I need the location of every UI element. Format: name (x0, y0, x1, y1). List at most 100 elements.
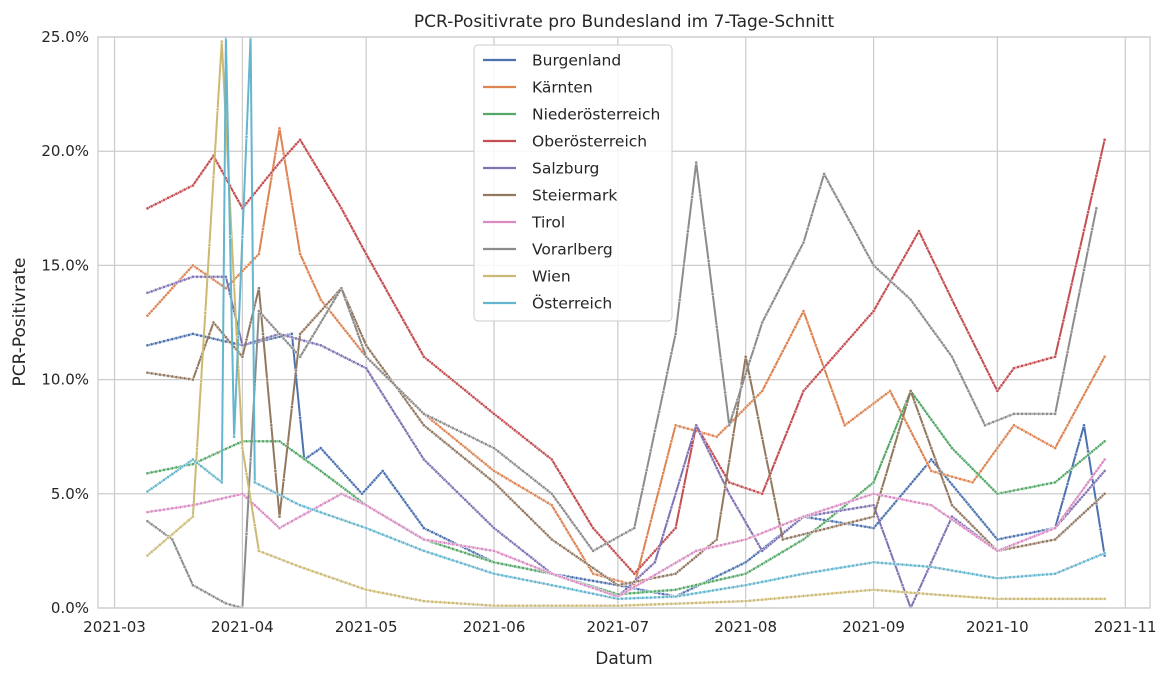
data-point (149, 509, 154, 514)
data-point (327, 185, 331, 190)
data-point (727, 491, 732, 496)
data-point (628, 596, 633, 601)
data-point (438, 436, 443, 441)
data-point (731, 481, 736, 486)
data-point (1036, 483, 1041, 488)
data-point (966, 462, 971, 467)
data-point (702, 547, 707, 551)
data-point (186, 276, 191, 281)
data-point (380, 532, 385, 537)
data-point (912, 400, 917, 405)
data-point (653, 549, 657, 553)
x-tick-label: 2021-04 (211, 618, 274, 636)
data-point (805, 571, 810, 575)
data-point (714, 544, 719, 548)
data-point (219, 168, 224, 173)
data-point (995, 576, 1000, 581)
data-point (698, 431, 703, 436)
data-point (310, 507, 315, 512)
data-point (323, 501, 327, 505)
data-point (356, 585, 360, 589)
data-point (888, 495, 892, 499)
data-point (1086, 558, 1090, 562)
data-point (673, 601, 678, 606)
data-point (372, 266, 377, 271)
data-point (252, 480, 257, 485)
data-point (422, 599, 426, 603)
data-point (838, 502, 843, 507)
data-point (995, 389, 1000, 393)
data-point (830, 505, 835, 510)
data-point (760, 580, 765, 584)
data-point (719, 543, 723, 548)
data-point (904, 563, 909, 567)
data-point (1090, 556, 1095, 561)
data-point (422, 549, 426, 553)
data-point (917, 400, 921, 405)
data-point (347, 582, 352, 586)
data-point (545, 570, 550, 574)
data-point (467, 434, 472, 438)
data-point (673, 561, 678, 565)
data-point (884, 588, 888, 593)
data-point (780, 595, 785, 600)
data-point (434, 433, 439, 438)
data-point (298, 252, 302, 256)
data-point (314, 313, 319, 318)
data-point (607, 577, 612, 582)
data-point (966, 595, 971, 599)
data-point (195, 266, 199, 271)
data-point (673, 526, 678, 530)
data-point (500, 488, 505, 493)
data-point (826, 377, 831, 382)
data-point (248, 457, 253, 462)
data-point (178, 555, 183, 560)
data-point (694, 549, 699, 553)
data-point (904, 403, 909, 407)
data-point (236, 198, 241, 203)
data-point (496, 449, 501, 454)
data-point (979, 573, 983, 578)
data-point (1040, 597, 1045, 601)
y-axis-title: PCR-Positivrate (10, 258, 30, 387)
data-point (335, 516, 340, 520)
data-point (500, 603, 505, 608)
data-point (1090, 474, 1095, 479)
data-point (281, 558, 286, 563)
data-point (1045, 597, 1049, 601)
data-point (215, 325, 220, 330)
data-point (426, 358, 430, 362)
data-point (657, 409, 661, 414)
data-point (896, 571, 901, 576)
data-point (756, 333, 760, 338)
data-point (430, 530, 435, 534)
data-point (801, 594, 806, 598)
data-point (351, 494, 356, 498)
data-point (417, 520, 422, 525)
data-point (314, 342, 319, 347)
data-point (966, 389, 971, 393)
data-point (236, 492, 241, 497)
data-point (632, 585, 637, 589)
data-point (673, 332, 678, 336)
data-point (760, 436, 765, 440)
data-point (1102, 469, 1107, 473)
data-point (648, 553, 653, 558)
data-point (855, 493, 859, 498)
data-point (884, 537, 888, 542)
data-point (1061, 597, 1066, 601)
data-point (504, 476, 509, 481)
data-point (409, 399, 414, 404)
data-point (636, 587, 641, 592)
data-point (1086, 453, 1090, 457)
data-point (277, 439, 282, 444)
data-point (281, 336, 286, 341)
data-point (162, 468, 166, 472)
data-point (879, 395, 884, 400)
data-point (842, 210, 847, 214)
data-point (525, 513, 529, 517)
data-point (752, 395, 756, 400)
data-point (409, 509, 414, 513)
data-point (587, 584, 591, 589)
data-point (756, 580, 760, 585)
